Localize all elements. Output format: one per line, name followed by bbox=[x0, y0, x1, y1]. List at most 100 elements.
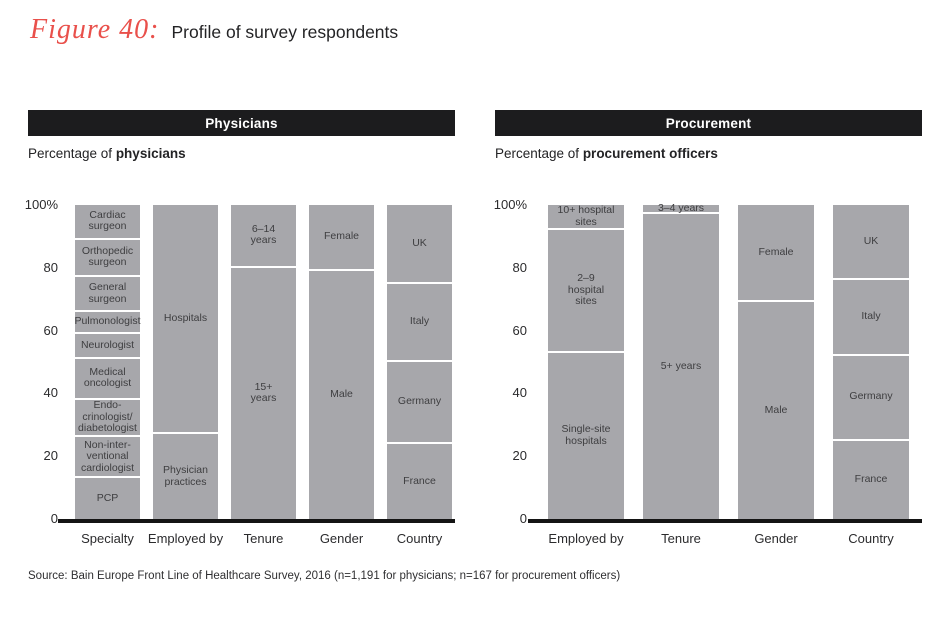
bar-segment: Germany bbox=[833, 355, 909, 441]
bar-segment: Endo- crinologist/ diabetologist bbox=[75, 400, 140, 438]
stacked-bar-chart-procurement: 100% 80 60 40 20 0 Single-site hospitals 2–9 ho… bbox=[494, 110, 922, 590]
bar-segment-label: 3–4 years bbox=[657, 201, 705, 214]
bar-segment: Non-inter- ventional cardiologist bbox=[75, 437, 140, 479]
y-tick-label: 100% bbox=[24, 197, 58, 212]
category-label: Employed by bbox=[147, 531, 224, 546]
bar-segment-label: Male bbox=[330, 388, 353, 401]
bar-segment-label: UK bbox=[863, 234, 879, 247]
subtitle-bold: procurement officers bbox=[582, 146, 718, 161]
bar-segment-label: Italy bbox=[861, 310, 881, 323]
category-label: Country bbox=[396, 531, 443, 546]
bar: France Germany Italy UK bbox=[387, 205, 452, 519]
bar-segment: 3–4 years bbox=[643, 201, 719, 215]
bar-segment-label: Non-inter- ventional cardiologist bbox=[80, 438, 135, 474]
category-label: Country bbox=[848, 531, 894, 546]
bar-segment: Neurologist bbox=[75, 333, 140, 359]
bar-segment-label: Endo- crinologist/ diabetologist bbox=[78, 399, 137, 435]
bar-segment: Italy bbox=[387, 283, 452, 362]
bar-segment: Medical oncologist bbox=[75, 358, 140, 400]
y-tick-label: 100% bbox=[493, 197, 527, 212]
category-label: Gender bbox=[754, 531, 798, 546]
bar-segment: PCP bbox=[75, 478, 140, 519]
bar-segment-label: Neurologist bbox=[80, 338, 135, 351]
bar-segment-label: Single-site hospitals bbox=[561, 423, 611, 447]
panel-subtitle-procurement: Percentage of procurement officers bbox=[495, 146, 718, 161]
category-label: Tenure bbox=[243, 531, 284, 546]
y-tick-label: 80 bbox=[43, 259, 58, 275]
bar: Male Female bbox=[309, 205, 374, 519]
bar-segment: Male bbox=[738, 302, 814, 519]
bar-segment-label: France bbox=[854, 473, 888, 485]
bar-segment-label: PCP bbox=[96, 491, 119, 504]
bar: Physician practices Hospitals bbox=[153, 205, 218, 519]
y-tick-label: 60 bbox=[512, 322, 527, 338]
bar-segment-label: Medical oncologist bbox=[83, 365, 132, 390]
y-tick-label: 80 bbox=[512, 259, 527, 275]
bar: Single-site hospitals 2–9 hospital sites 1… bbox=[548, 204, 624, 519]
bar-segment-label: Female bbox=[758, 245, 794, 258]
subtitle-prefix: Percentage of bbox=[495, 146, 583, 161]
bar-segment: 6–14 years bbox=[231, 205, 296, 268]
bar-segment: Female bbox=[309, 205, 374, 271]
y-tick-label: 0 bbox=[50, 511, 58, 526]
category-label: Specialty bbox=[81, 531, 134, 546]
bar-segment: Orthopedic surgeon bbox=[75, 239, 140, 278]
bar-segment: 15+ years bbox=[231, 267, 296, 519]
bar-segment-label: General surgeon bbox=[88, 281, 127, 305]
bar-segment-label: Orthopedic surgeon bbox=[81, 244, 134, 269]
bar-segment-label: Cardiac surgeon bbox=[88, 208, 127, 233]
bar-segment-label: France bbox=[403, 474, 436, 487]
stacked-bar-chart-physicians: 100% 80 60 40 20 0 PCP Non-inter- ventional car… bbox=[25, 110, 455, 590]
y-tick-label: 40 bbox=[512, 385, 527, 401]
bar-segment: 2–9 hospital sites bbox=[548, 230, 624, 353]
category-label: Employed by bbox=[548, 531, 624, 546]
axis-baseline bbox=[58, 519, 455, 523]
bar-segment: Female bbox=[738, 205, 814, 303]
panel-header-procurement: Procurement bbox=[495, 110, 922, 136]
bar-segment: France bbox=[387, 443, 452, 519]
y-tick-label: 0 bbox=[519, 511, 527, 526]
bar-segment: Italy bbox=[833, 280, 909, 356]
axis-baseline bbox=[528, 519, 922, 523]
y-tick-label: 20 bbox=[512, 448, 527, 464]
subtitle-prefix: Percentage of bbox=[28, 146, 116, 161]
bar-segment: Male bbox=[309, 270, 374, 519]
panel-procurement: Procurement Percentage of procurement of… bbox=[494, 110, 922, 590]
bar-segment-label: Male bbox=[764, 403, 788, 416]
panel-subtitle-physicians: Percentage of physicians bbox=[28, 146, 186, 161]
bar-segment-label: UK bbox=[412, 236, 427, 249]
bar-segment: UK bbox=[833, 205, 909, 281]
bar-segment: Germany bbox=[387, 362, 452, 444]
bar-segment: Physician practices bbox=[153, 434, 218, 519]
figure-header: Figure 40: Profile of survey respondents bbox=[30, 14, 398, 46]
bar-segment-label: 6–14 years bbox=[250, 222, 277, 247]
category-label: Tenure bbox=[661, 531, 701, 546]
bar: 15+ years 6–14 years bbox=[231, 205, 296, 519]
bar-segment-label: 2–9 hospital sites bbox=[567, 272, 605, 308]
bar-segment-label: Physician practices bbox=[163, 464, 208, 488]
subtitle-bold: physicians bbox=[115, 146, 186, 161]
bar: Male Female bbox=[738, 205, 814, 519]
bar: 5+ years 3–4 years bbox=[643, 201, 719, 519]
panel-physicians: Physicians Percentage of physicians 100%… bbox=[25, 110, 455, 590]
source-note: Source: Bain Europe Front Line of Health… bbox=[28, 570, 621, 582]
bar-segment: 5+ years bbox=[643, 214, 719, 519]
bar: France Germany Italy UK bbox=[833, 205, 909, 519]
y-tick-label: 60 bbox=[43, 322, 58, 338]
figure-number-label: Figure 40: bbox=[30, 14, 160, 45]
bar-segment-label: Pulmonologist bbox=[74, 315, 141, 328]
bar-segment: Single-site hospitals bbox=[548, 352, 624, 519]
bar-segment: 10+ hospital sites bbox=[548, 204, 624, 231]
bar-segment: Cardiac surgeon bbox=[75, 205, 140, 240]
bar-segment-label: 5+ years bbox=[660, 359, 702, 372]
bar-segment: UK bbox=[387, 205, 452, 284]
bar-segment: Hospitals bbox=[153, 205, 218, 435]
bar-segment-label: Italy bbox=[409, 315, 430, 327]
bar-segment-label: 10+ hospital sites bbox=[557, 204, 615, 228]
bar-segment-label: 15+ years bbox=[250, 380, 277, 405]
bar: PCP Non-inter- ventional cardiologist Endo… bbox=[75, 205, 140, 519]
bar-segment-label: Germany bbox=[849, 390, 893, 403]
bar-segment-label: Female bbox=[323, 230, 359, 243]
bar-segment-label: Hospitals bbox=[163, 311, 208, 324]
